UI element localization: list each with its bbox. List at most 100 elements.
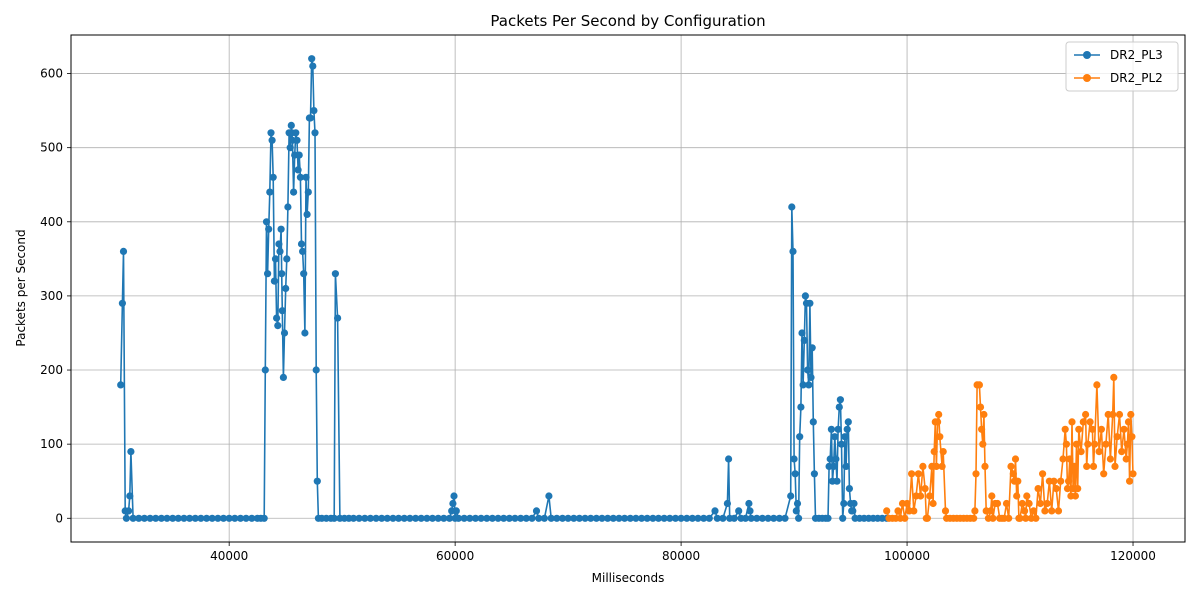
data-point bbox=[274, 322, 282, 330]
data-point bbox=[988, 492, 996, 500]
data-point bbox=[331, 270, 339, 278]
data-point bbox=[677, 514, 685, 522]
data-point bbox=[972, 470, 980, 478]
data-point bbox=[310, 107, 318, 115]
data-point bbox=[971, 507, 979, 515]
data-point bbox=[758, 514, 767, 522]
data-point bbox=[299, 247, 307, 255]
data-point bbox=[725, 455, 733, 463]
data-point bbox=[287, 121, 295, 129]
legend-label-DR2_PL3: DR2_PL3 bbox=[1110, 48, 1163, 62]
data-point bbox=[1074, 485, 1082, 493]
data-point bbox=[511, 514, 519, 522]
data-point bbox=[127, 448, 135, 456]
data-point bbox=[789, 247, 797, 255]
data-point bbox=[445, 514, 454, 522]
data-point bbox=[225, 514, 233, 522]
data-point bbox=[741, 514, 750, 522]
data-point bbox=[400, 514, 408, 522]
data-point bbox=[1084, 440, 1092, 448]
data-point bbox=[122, 514, 130, 522]
data-point bbox=[975, 381, 984, 389]
data-point bbox=[1054, 507, 1063, 515]
data-point bbox=[428, 514, 437, 522]
data-point bbox=[746, 507, 754, 515]
data-point bbox=[935, 410, 943, 419]
data-point bbox=[423, 514, 431, 522]
data-point bbox=[191, 514, 199, 522]
data-point bbox=[1018, 499, 1026, 508]
data-point bbox=[494, 514, 502, 522]
data-point bbox=[671, 514, 680, 522]
data-point bbox=[770, 514, 778, 522]
data-point bbox=[844, 418, 852, 426]
y-tick-label: 0 bbox=[55, 511, 63, 525]
data-point bbox=[488, 514, 496, 522]
legend-marker-DR2_PL3 bbox=[1083, 51, 1091, 59]
data-point bbox=[638, 514, 646, 522]
data-point bbox=[908, 470, 916, 478]
data-point bbox=[1068, 418, 1076, 426]
data-point bbox=[219, 514, 228, 522]
data-point bbox=[1122, 455, 1130, 463]
data-point bbox=[126, 492, 134, 500]
data-point bbox=[452, 507, 460, 515]
data-point bbox=[901, 514, 909, 522]
data-point bbox=[797, 403, 805, 411]
series-DR2_PL3 bbox=[117, 55, 891, 522]
data-point bbox=[277, 225, 285, 233]
data-point bbox=[434, 514, 442, 522]
data-point bbox=[208, 514, 216, 522]
y-tick-label: 600 bbox=[40, 67, 63, 81]
data-point bbox=[930, 448, 938, 456]
data-point bbox=[654, 514, 663, 522]
data-point bbox=[278, 270, 286, 278]
data-point bbox=[790, 455, 798, 463]
data-point bbox=[1113, 433, 1121, 441]
data-point bbox=[1022, 514, 1030, 522]
data-point bbox=[117, 381, 125, 389]
data-point bbox=[366, 514, 374, 522]
data-point bbox=[242, 514, 250, 522]
series-line-DR2_PL3 bbox=[119, 57, 887, 520]
data-point bbox=[910, 507, 918, 515]
data-point bbox=[1126, 477, 1134, 485]
data-point bbox=[293, 136, 301, 144]
data-point bbox=[540, 514, 549, 522]
data-point bbox=[923, 514, 932, 522]
data-point bbox=[941, 507, 950, 515]
data-point bbox=[119, 247, 128, 255]
data-point bbox=[805, 381, 813, 389]
data-point bbox=[934, 418, 942, 426]
data-point bbox=[1062, 440, 1070, 448]
y-tick-label: 300 bbox=[40, 289, 63, 303]
data-point bbox=[260, 514, 268, 522]
data-point bbox=[275, 240, 283, 248]
data-point bbox=[792, 507, 800, 515]
data-point bbox=[231, 514, 239, 522]
data-point bbox=[564, 514, 572, 522]
data-point bbox=[894, 507, 902, 515]
data-point bbox=[1100, 470, 1108, 478]
data-point bbox=[987, 507, 995, 515]
y-tick-label: 100 bbox=[40, 437, 63, 451]
data-point bbox=[395, 514, 403, 522]
data-point bbox=[1077, 448, 1085, 456]
data-point bbox=[747, 514, 755, 522]
data-point bbox=[125, 507, 133, 515]
data-point bbox=[1030, 507, 1038, 515]
y-tick-label: 400 bbox=[40, 215, 63, 229]
data-point bbox=[262, 218, 271, 226]
data-point bbox=[1127, 410, 1135, 419]
data-point bbox=[309, 62, 317, 70]
data-point bbox=[914, 470, 923, 478]
data-point bbox=[1120, 425, 1128, 433]
tick-layer: 40000 60000 80000 100000 120000 0 100 200 300 400… bbox=[40, 67, 1156, 563]
data-point bbox=[719, 514, 727, 522]
data-point bbox=[280, 329, 289, 337]
data-point bbox=[267, 129, 275, 137]
data-point bbox=[1036, 499, 1044, 508]
data-point bbox=[301, 329, 309, 337]
data-point bbox=[1093, 381, 1101, 389]
